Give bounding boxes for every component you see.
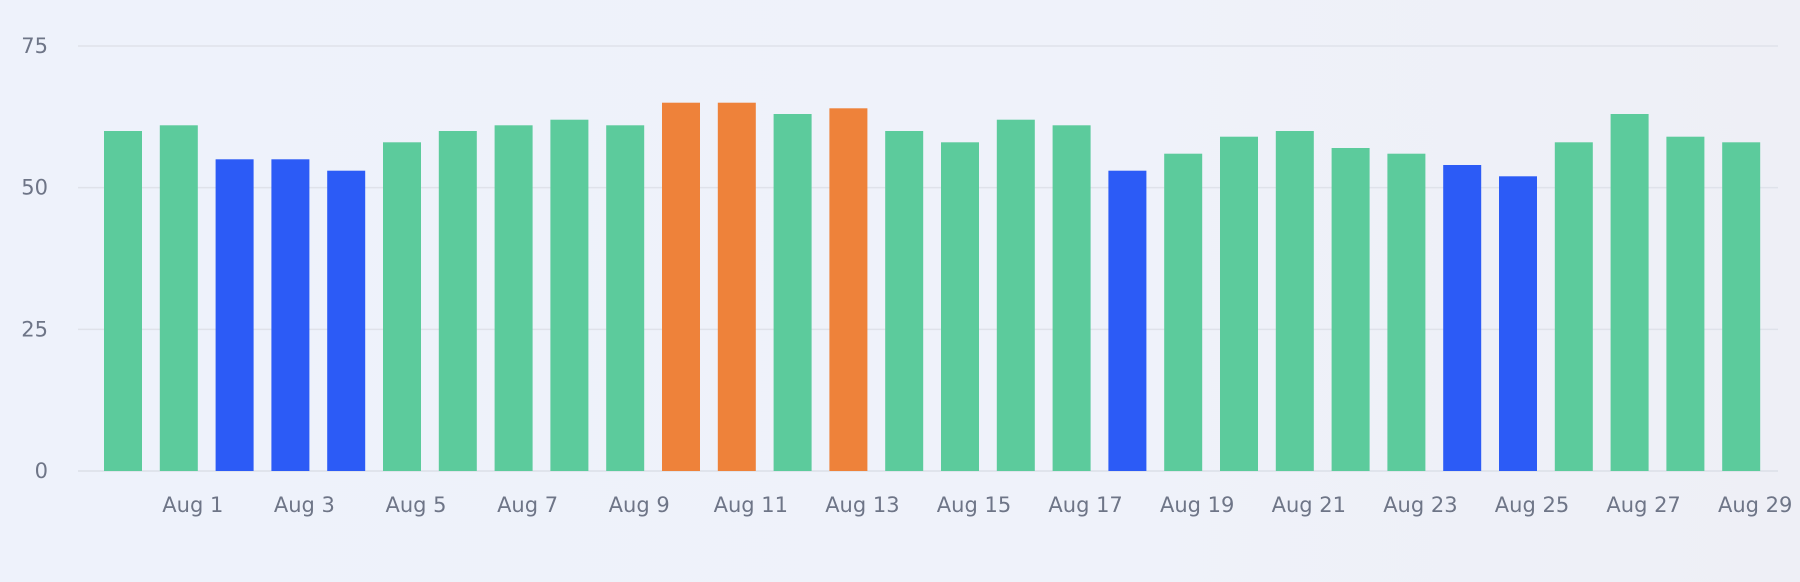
x-tick-label: Aug 3	[274, 493, 335, 517]
y-tick-label: 0	[35, 459, 48, 483]
x-tick-label: Aug 15	[937, 493, 1011, 517]
y-tick-label: 25	[21, 317, 48, 341]
bar-aug-18[interactable]	[1108, 170, 1147, 471]
bar-aug-21[interactable]	[1275, 131, 1314, 471]
bar-aug-25[interactable]	[1499, 176, 1537, 472]
bar-aug-20[interactable]	[1220, 136, 1258, 471]
x-tick-label: Aug 9	[609, 493, 670, 517]
x-tick-label: Aug 27	[1606, 493, 1680, 517]
bar-aug-12[interactable]	[773, 114, 812, 471]
bar-aug-9[interactable]	[606, 125, 645, 472]
bar-aug-16[interactable]	[996, 119, 1035, 471]
bar-aug-6[interactable]	[438, 131, 477, 471]
bar-aug-28[interactable]	[1666, 136, 1705, 471]
x-tick-label: Aug 13	[825, 493, 899, 517]
x-tick-label: Aug 19	[1160, 493, 1234, 517]
bar-jul-31[interactable]	[104, 131, 142, 471]
bar-aug-11[interactable]	[717, 102, 756, 471]
x-tick-label: Aug 11	[714, 493, 788, 517]
bar-aug-19[interactable]	[1164, 153, 1203, 471]
x-axis: Aug 1 Aug 3 Aug 5 Aug 7 Aug 9 Aug 11 Aug 13 Aug…	[162, 493, 1792, 517]
bars-layer	[104, 102, 1761, 472]
x-tick-label: Aug 29	[1718, 493, 1792, 517]
y-tick-label: 50	[21, 176, 48, 200]
y-tick-label: 75	[21, 34, 48, 58]
x-tick-label: Aug 1	[162, 493, 223, 517]
bar-aug-22[interactable]	[1331, 148, 1370, 471]
bar-aug-2[interactable]	[215, 159, 254, 472]
bar-aug-8[interactable]	[550, 119, 589, 471]
x-tick-label: Aug 7	[497, 493, 558, 517]
bar-aug-3[interactable]	[271, 159, 310, 472]
bar-aug-13[interactable]	[829, 108, 868, 472]
x-tick-label: Aug 25	[1495, 493, 1569, 517]
bar-aug-29[interactable]	[1722, 142, 1761, 472]
bar-aug-27[interactable]	[1610, 114, 1649, 471]
bar-aug-23[interactable]	[1387, 153, 1426, 471]
x-tick-label: Aug 17	[1048, 493, 1122, 517]
y-axis: 0 25 50 75	[21, 34, 48, 483]
bar-aug-5[interactable]	[383, 142, 421, 472]
bar-aug-7[interactable]	[494, 125, 533, 472]
bar-aug-14[interactable]	[885, 131, 924, 471]
x-tick-label: Aug 21	[1272, 493, 1346, 517]
bar-aug-17[interactable]	[1052, 125, 1091, 472]
bar-aug-15[interactable]	[941, 142, 979, 472]
x-tick-label: Aug 5	[385, 493, 446, 517]
bar-aug-26[interactable]	[1554, 142, 1593, 472]
x-tick-label: Aug 23	[1383, 493, 1457, 517]
bar-aug-4[interactable]	[327, 170, 366, 471]
bar-aug-24[interactable]	[1443, 165, 1482, 471]
bar-aug-10[interactable]	[662, 102, 700, 471]
bar-aug-1[interactable]	[159, 125, 198, 472]
